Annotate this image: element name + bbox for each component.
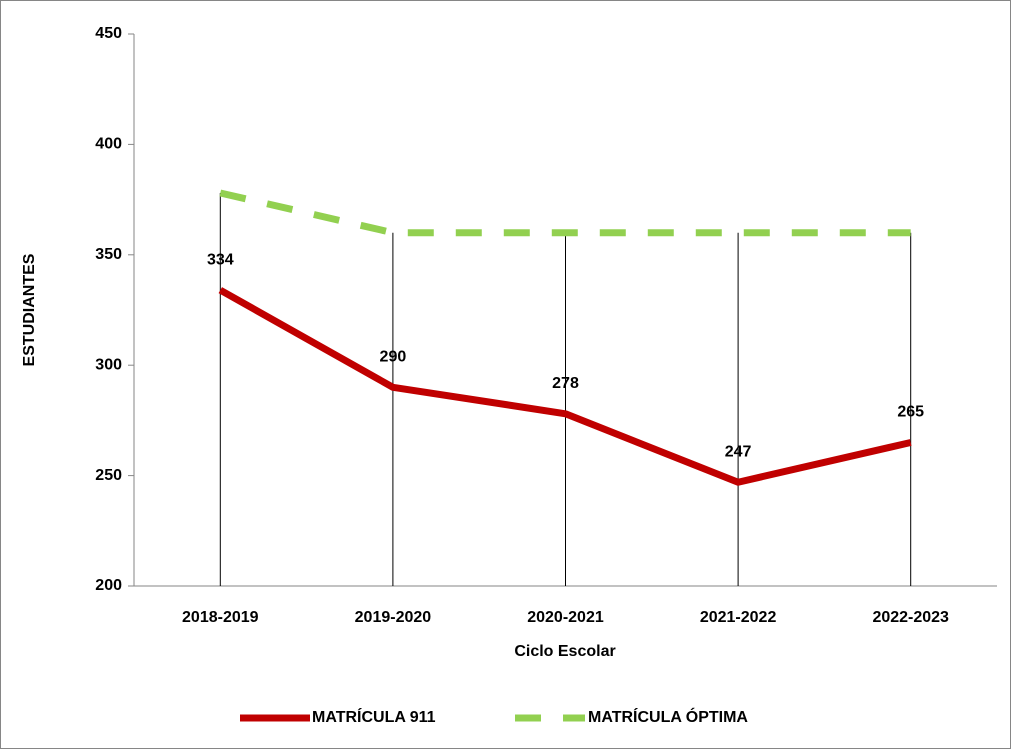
x-tick-label: 2021-2022 [700, 609, 777, 626]
legend-label: MATRÍCULA 911 [312, 707, 436, 726]
series-line [219, 189, 911, 237]
x-tick-label: 2022-2023 [872, 609, 949, 626]
data-label: 247 [725, 443, 752, 460]
y-tick-label: 300 [95, 356, 122, 373]
y-tick-label: 200 [95, 577, 122, 594]
x-tick-label: 2019-2020 [355, 609, 432, 626]
data-label: 278 [552, 375, 579, 392]
series-line [218, 287, 912, 486]
y-tick-label: 350 [95, 246, 122, 263]
x-axis-title: Ciclo Escolar [514, 643, 615, 660]
y-tick-label: 400 [95, 136, 122, 153]
y-tick-label: 250 [95, 467, 122, 484]
data-label: 290 [380, 348, 407, 365]
x-tick-label: 2018-2019 [182, 609, 259, 626]
data-label: 334 [207, 251, 234, 268]
x-tick-label: 2020-2021 [527, 609, 604, 626]
data-label: 265 [897, 404, 924, 421]
legend-label: MATRÍCULA ÓPTIMA [588, 707, 748, 726]
y-axis-title: ESTUDIANTES [21, 253, 38, 366]
y-tick-label: 450 [95, 25, 122, 42]
